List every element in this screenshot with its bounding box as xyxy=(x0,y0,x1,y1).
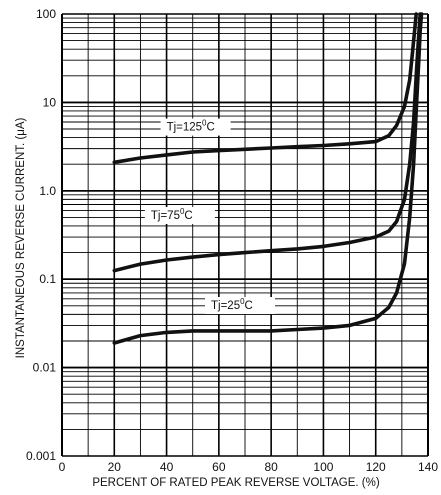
y-tick-labels: 0.001 0.01 0.1 1.0 10 100 xyxy=(26,7,56,463)
curve-labels: Tj=1250C Tj=750C Tj=250C xyxy=(144,118,276,315)
series-label-3: Tj=250C xyxy=(211,297,253,312)
x-tick-label: 120 xyxy=(366,460,386,474)
x-tick-label: 60 xyxy=(212,460,226,474)
grid xyxy=(61,13,429,457)
series-line-2 xyxy=(112,12,422,273)
series-line-1 xyxy=(112,12,418,165)
series-label-1: Tj=1250C xyxy=(167,119,215,134)
y-axis-title: INSTANTANEOUS REVERSE CURRENT. (μA) xyxy=(15,117,27,358)
x-tick-label: 40 xyxy=(160,460,174,474)
series-label-bg xyxy=(144,206,215,224)
x-tick-labels: 0 20 40 60 80 100 120 140 xyxy=(59,460,439,474)
y-tick-label: 0.001 xyxy=(26,449,56,463)
x-tick-label: 100 xyxy=(313,460,333,474)
x-axis-title: PERCENT OF RATED PEAK REVERSE VOLTAGE. (… xyxy=(92,477,380,489)
x-tick-label: 80 xyxy=(264,460,278,474)
series-label-2: Tj=750C xyxy=(151,207,193,222)
y-tick-label: 1.0 xyxy=(39,184,56,198)
series-label-bg xyxy=(160,118,231,136)
x-tick-label: 0 xyxy=(59,460,66,474)
y-tick-label: 0.01 xyxy=(33,361,57,375)
curves xyxy=(112,12,424,345)
y-tick-label: 10 xyxy=(43,95,57,109)
series-label-bg xyxy=(205,297,276,315)
x-tick-label: 20 xyxy=(108,460,122,474)
y-tick-label: 100 xyxy=(36,7,56,21)
y-tick-label: 0.1 xyxy=(39,272,56,286)
series-line-3 xyxy=(112,12,424,345)
x-tick-label: 140 xyxy=(418,460,438,474)
